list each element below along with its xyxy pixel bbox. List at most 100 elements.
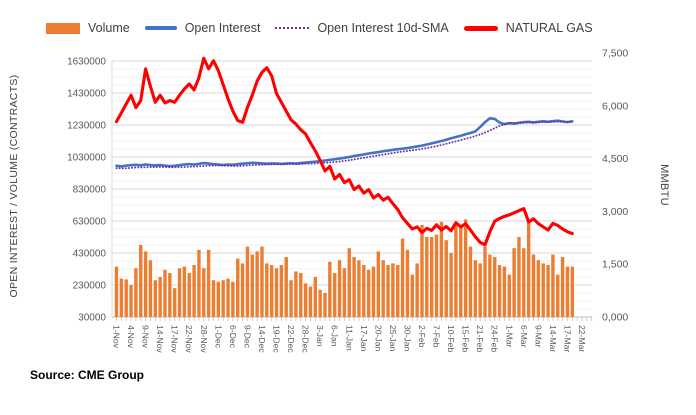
volume-bar	[124, 279, 128, 317]
x-axis-tick-label: 22-Nov	[184, 325, 194, 353]
volume-bar	[153, 280, 157, 317]
volume-bar	[333, 273, 337, 317]
volume-bar	[260, 246, 264, 317]
volume-bar	[429, 237, 434, 317]
volume-bar	[148, 260, 153, 317]
volume-bar	[541, 263, 545, 317]
left-axis-tick-label: 30000	[78, 313, 106, 324]
volume-bar	[507, 274, 511, 317]
volume-bar	[211, 280, 216, 317]
legend-label-sma: Open Interest 10d-SMA	[317, 21, 449, 35]
left-axis-tick-label: 1430000	[67, 89, 106, 100]
volume-bar	[478, 263, 482, 317]
x-axis-tick-label: 28-Nov	[199, 325, 209, 353]
volume-bar	[362, 265, 366, 317]
x-axis-tick-label: 17-Jan	[359, 325, 369, 351]
volume-bar	[323, 293, 327, 317]
volume-bar	[400, 238, 405, 317]
right-axis-tick-label: 0,000	[602, 312, 628, 324]
volume-bar	[240, 263, 245, 317]
volume-bar	[337, 260, 342, 317]
x-axis-tick-label: 9-Dec	[242, 325, 252, 349]
x-axis-tick-label: 2-Feb	[417, 325, 427, 348]
x-axis-tick-label: 22-Mar	[577, 325, 587, 352]
volume-bar	[391, 263, 395, 317]
x-axis-tick-label: 11-Jan	[344, 325, 354, 351]
volume-bar	[197, 249, 201, 317]
x-axis-tick-label: 1-Nov	[112, 325, 122, 349]
legend-label-open-interest: Open Interest	[184, 21, 261, 35]
legend-label-natural-gas: NATURAL GAS	[505, 21, 593, 35]
volume-bar	[517, 237, 521, 317]
volume-bar	[216, 281, 221, 317]
volume-bar	[396, 265, 400, 317]
x-axis-tick-label: 20-Jan	[373, 325, 383, 351]
x-axis-tick-label: 14-Dec	[257, 325, 267, 353]
volume-bar	[502, 266, 507, 317]
legend-item-sma: Open Interest 10d-SMA	[275, 21, 449, 35]
volume-bar	[522, 248, 526, 317]
volume-bar	[531, 254, 536, 317]
volume-bar	[172, 288, 177, 317]
volume-bar	[163, 269, 167, 317]
open-interest-sma-line	[115, 120, 574, 170]
volume-bar	[493, 257, 497, 317]
volume-bar	[303, 283, 308, 317]
volume-bar	[425, 237, 429, 317]
open-interest-line	[115, 116, 574, 168]
sma-swatch-icon	[275, 27, 310, 29]
legend-label-volume: Volume	[88, 21, 130, 35]
volume-bar	[463, 219, 468, 317]
legend-item-open-interest: Open Interest	[144, 21, 261, 35]
legend-item-volume: Volume	[46, 21, 130, 35]
volume-bar	[565, 266, 570, 317]
left-axis-tick-label: 230000	[73, 281, 107, 292]
right-axis-title: MMBTU	[658, 164, 670, 206]
volume-bar	[192, 265, 196, 317]
x-axis-tick-label: 17-Nov	[170, 325, 180, 353]
volume-bar	[439, 221, 444, 317]
volume-bar	[347, 248, 351, 317]
volume-bar	[386, 265, 390, 317]
x-axis-tick-label: 4-Nov	[126, 325, 136, 349]
volume-bar	[570, 266, 575, 317]
x-axis-tick-label: 6-Jan	[330, 325, 340, 347]
volume-bar	[512, 248, 516, 317]
volume-bar	[114, 266, 119, 317]
volume-bar	[299, 273, 303, 317]
volume-bar	[459, 225, 463, 317]
volume-bar	[168, 273, 172, 317]
right-axis-tick-label: 7,500	[602, 48, 628, 60]
legend-item-natural-gas: NATURAL GAS	[463, 21, 593, 35]
volume-bar	[551, 254, 555, 317]
volume-bar	[468, 246, 473, 317]
right-axis-tick-label: 3,000	[602, 206, 628, 218]
volume-bar	[497, 265, 502, 317]
left-axis-tick-label: 1630000	[67, 57, 106, 68]
x-axis-tick-label: 10-Feb	[446, 325, 456, 352]
volume-bar	[236, 258, 240, 317]
right-axis-tick-label: 1,500	[602, 259, 628, 271]
volume-bar	[342, 268, 347, 317]
x-axis-tick-label: 9-Mar	[533, 325, 543, 348]
volume-bar	[187, 273, 191, 317]
volume-bar	[245, 246, 250, 317]
volume-bar	[182, 266, 187, 317]
volume-bar	[313, 277, 318, 317]
left-axis-tick-label: 830000	[73, 185, 107, 196]
x-axis-tick-label: 28-Dec	[301, 325, 311, 353]
natural-gas-line	[114, 56, 574, 247]
volume-bar	[420, 225, 424, 317]
volume-bar	[376, 251, 381, 317]
volume-bar	[143, 251, 148, 317]
x-axis-tick-label: 25-Jan	[388, 325, 398, 351]
volume-bar	[410, 274, 414, 317]
left-axis-tick-label: 1230000	[67, 121, 106, 132]
volume-bar	[177, 268, 182, 317]
x-axis-tick-label: 14-Nov	[155, 325, 165, 353]
volume-bar	[119, 278, 124, 317]
open-interest-swatch-icon	[144, 26, 177, 30]
volume-bar	[206, 249, 211, 317]
volume-bar	[434, 234, 439, 317]
